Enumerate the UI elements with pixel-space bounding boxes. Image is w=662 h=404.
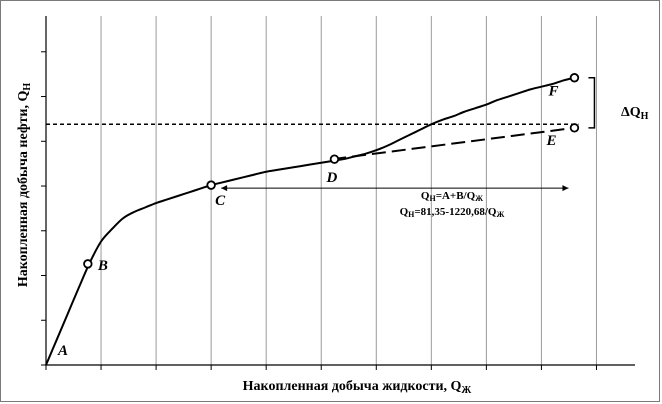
point-label-e: E bbox=[545, 133, 556, 149]
chart-ticks bbox=[41, 51, 597, 370]
formula-1-b: =A+B/Q bbox=[436, 190, 476, 202]
x-axis-title-main: Накопленная добыча жидкости, Q bbox=[243, 379, 462, 394]
chart-axes bbox=[45, 16, 635, 366]
point-marker-c bbox=[206, 180, 216, 190]
x-axis-title: Накопленная добыча жидкости, QЖ bbox=[243, 379, 472, 396]
point-label-b: B bbox=[97, 258, 108, 274]
y-axis-title: Накопленная добыча нефти, QН bbox=[16, 83, 33, 288]
chart-series bbox=[45, 76, 596, 366]
production-curve bbox=[45, 76, 575, 366]
point-marker-d bbox=[329, 154, 340, 164]
formula-2-a: Q bbox=[400, 206, 409, 218]
formula-1-a: Q bbox=[421, 190, 430, 202]
point-label-d: D bbox=[325, 170, 337, 186]
delta-label: ΔQН bbox=[621, 105, 649, 122]
x-axis-title-sub: Ж bbox=[461, 385, 471, 396]
point-marker-e bbox=[569, 123, 580, 133]
y-axis-title-main: Накопленная добыча нефти, Q bbox=[16, 91, 31, 288]
delta-bracket bbox=[588, 76, 596, 129]
point-marker-b bbox=[83, 259, 93, 269]
formula-2-a-sub: Н bbox=[408, 210, 415, 219]
chart-markers bbox=[83, 73, 580, 269]
formula-2-b: =81,35-1220,68/Q bbox=[414, 206, 496, 218]
extrapolation-line bbox=[332, 126, 575, 161]
formula-line-2: QН=81,35-1220,68/QЖ bbox=[400, 206, 505, 219]
chart-grid bbox=[100, 16, 597, 365]
formula-1-b-sub: Ж bbox=[475, 194, 483, 203]
formula-1-a-sub: Н bbox=[429, 194, 436, 203]
point-label-f: F bbox=[547, 84, 558, 100]
point-label-c: C bbox=[215, 193, 226, 209]
delta-label-main: ΔQ bbox=[621, 105, 641, 120]
span-arrowhead-right bbox=[562, 185, 569, 192]
y-axis-title-sub: Н bbox=[22, 83, 33, 91]
span-arrowhead-left bbox=[221, 185, 228, 192]
formula-line-1: QН=A+B/QЖ bbox=[421, 190, 483, 203]
chart-point-labels: A B C D E F bbox=[57, 84, 558, 359]
point-marker-f bbox=[569, 73, 580, 83]
point-label-a: A bbox=[57, 343, 68, 359]
delta-label-sub: Н bbox=[641, 111, 649, 122]
formula-2-b-sub: Ж bbox=[496, 210, 504, 219]
